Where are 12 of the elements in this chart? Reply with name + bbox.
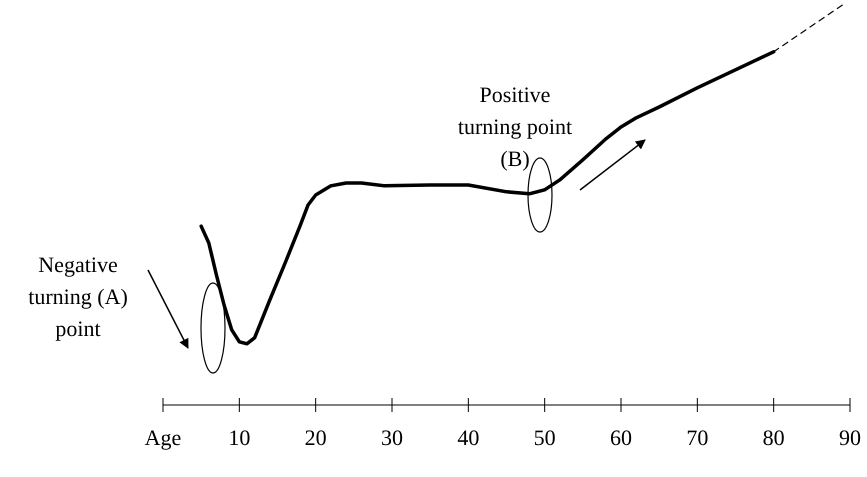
x-tick-label: Age	[144, 425, 182, 450]
x-tick-label: 50	[534, 425, 556, 450]
x-tick-label: 30	[381, 425, 403, 450]
x-tick-label: 20	[304, 425, 327, 450]
x-tick-label: 70	[686, 425, 708, 450]
x-tick-label: 80	[762, 425, 785, 450]
annotation: Positive turning point (B)	[458, 82, 572, 171]
text: Negative turning (A) point	[28, 252, 128, 341]
x-tick-label: 90	[839, 425, 861, 450]
x-tick-label: 40	[457, 425, 480, 450]
x-tick-label: 60	[610, 425, 632, 450]
x-tick-label: 10	[228, 425, 250, 450]
